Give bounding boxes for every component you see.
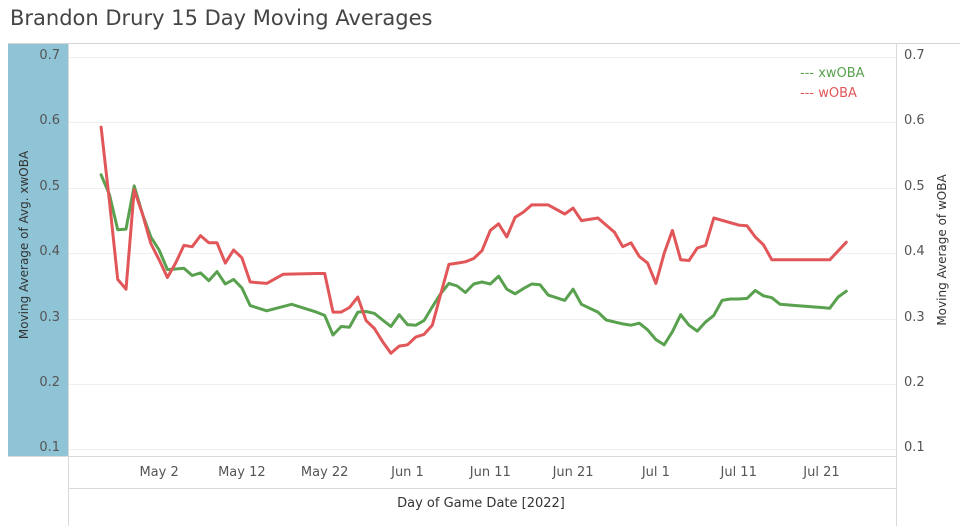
y-tick-label-left: 0.3 <box>39 309 60 325</box>
y-tick-label-right: 0.4 <box>904 244 925 260</box>
x-tick-label: Jul 21 <box>803 465 840 480</box>
y-gridline <box>68 188 896 189</box>
legend-item-woba[interactable]: --- wOBA <box>800 84 865 104</box>
chart-title: Brandon Drury 15 Day Moving Averages <box>10 6 433 30</box>
y-tick-label-left: 0.6 <box>39 113 60 129</box>
y-tick-label-left: 0.5 <box>39 178 60 194</box>
y-tick-label-right: 0.3 <box>904 309 925 325</box>
y-gridline <box>68 57 896 58</box>
y-gridline <box>68 253 896 254</box>
y-tick-label-right: 0.5 <box>904 178 925 194</box>
legend-item-xwoba[interactable]: --- xwOBA <box>800 64 865 84</box>
x-tick-label: May 12 <box>218 465 266 480</box>
y-tick-label-left: 0.4 <box>39 244 60 260</box>
series-line-xwoba[interactable] <box>99 173 848 347</box>
y-gridline <box>68 319 896 320</box>
x-tick-label: Jul 11 <box>720 465 757 480</box>
x-tick-label: Jul 1 <box>641 465 670 480</box>
axis-line-left <box>68 44 69 526</box>
title-divider <box>8 43 960 44</box>
y-gridline <box>68 122 896 123</box>
x-tick-label: Jun 1 <box>391 465 424 480</box>
x-tick-label: May 22 <box>300 465 349 480</box>
y-tick-label-right: 0.1 <box>904 440 925 456</box>
y-tick-label-right: 0.2 <box>904 375 925 391</box>
left-axis-panel <box>8 44 68 456</box>
x-tick-label: May 2 <box>139 465 179 480</box>
y-tick-label-right: 0.7 <box>904 48 925 64</box>
y-tick-label-right: 0.6 <box>904 113 925 129</box>
series-line-woba[interactable] <box>99 125 848 355</box>
y-gridline <box>68 384 896 385</box>
y-tick-label-left: 0.1 <box>39 440 60 456</box>
x-axis-line <box>8 456 896 457</box>
x-tick-label: Jun 21 <box>552 465 594 480</box>
axis-line-right <box>896 44 897 526</box>
x-axis-label: Day of Game Date [2022] <box>397 496 565 511</box>
x-axis-separator <box>68 488 896 489</box>
y-tick-label-left: 0.7 <box>39 48 60 64</box>
y-gridline <box>68 449 896 450</box>
legend-label-woba: --- wOBA <box>800 86 857 101</box>
y-tick-label-left: 0.2 <box>39 375 60 391</box>
legend-label-xwoba: --- xwOBA <box>800 66 865 81</box>
legend[interactable]: --- xwOBA --- wOBA <box>800 64 865 104</box>
x-tick-label: Jun 11 <box>469 465 511 480</box>
